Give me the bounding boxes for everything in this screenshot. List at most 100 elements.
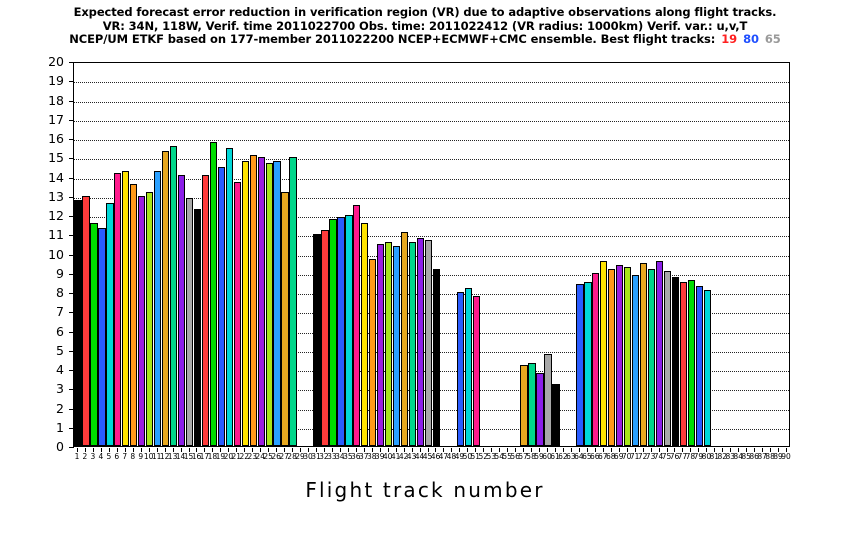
bar-track-37 — [361, 222, 369, 446]
x-tick-mark — [164, 448, 166, 452]
x-tick-label: 70 — [621, 452, 632, 461]
x-tick-label: 78 — [685, 452, 696, 461]
bar-track-75 — [663, 270, 672, 446]
x-tick-mark — [730, 448, 732, 452]
x-tick-mark — [746, 448, 748, 452]
bar-track-27 — [281, 191, 289, 446]
x-tick-label: 34 — [335, 452, 345, 461]
x-tick-mark — [292, 448, 294, 452]
y-tick-mark — [69, 273, 74, 275]
x-tick-label: 21 — [231, 452, 242, 461]
x-tick-label: 81 — [709, 452, 720, 461]
x-tick-label: 15 — [183, 452, 194, 461]
y-tick-label: 17 — [48, 111, 64, 127]
x-tick-mark — [754, 448, 756, 452]
y-tick-mark — [69, 350, 74, 352]
x-tick-label: 76 — [669, 452, 680, 461]
x-tick-label: 42 — [398, 452, 409, 461]
chart-title-block: Expected forecast error reduction in ver… — [0, 5, 850, 47]
title-line-3-text: NCEP/UM ETKF based on 177-member 2011022… — [69, 32, 716, 47]
x-tick-label: 38 — [366, 452, 377, 461]
x-tick-mark — [594, 448, 596, 452]
gridline — [74, 159, 789, 161]
x-tick-label: 51 — [470, 452, 481, 461]
y-tick-label: 20 — [48, 54, 64, 69]
y-tick-label: 1 — [56, 419, 64, 435]
x-tick-mark — [92, 448, 94, 452]
x-tick-label: 71 — [629, 452, 640, 461]
x-tick-label: 31 — [311, 452, 321, 461]
title-line-1: Expected forecast error reduction in ver… — [73, 5, 777, 19]
x-tick-mark — [419, 448, 421, 452]
x-tick-label: 11 — [151, 452, 162, 461]
x-tick-mark — [204, 448, 206, 452]
bar-track-50 — [464, 288, 472, 446]
x-tick-label: 16 — [191, 452, 202, 461]
x-tick-label: 2 — [82, 452, 88, 461]
y-tick-mark — [69, 331, 74, 333]
x-tick-label: 27 — [279, 452, 289, 461]
x-tick-label: 4 — [98, 452, 104, 461]
x-tick-label: 44 — [414, 452, 425, 461]
x-tick-label: 75 — [661, 452, 672, 461]
bar-track-3 — [90, 222, 98, 446]
x-tick-label: 41 — [390, 452, 401, 461]
x-tick-label: 63 — [566, 452, 576, 461]
x-tick-mark — [363, 448, 365, 452]
x-tick-mark — [610, 448, 612, 452]
best-track-2: 80 — [743, 32, 759, 47]
bar-track-28 — [289, 157, 297, 446]
bar-track-31 — [313, 234, 321, 446]
x-tick-label: 73 — [645, 452, 656, 461]
y-tick-mark — [69, 312, 74, 314]
x-tick-mark — [515, 448, 517, 452]
bar-track-78 — [687, 280, 696, 446]
x-tick-label: 8 — [130, 452, 136, 461]
x-tick-mark — [770, 448, 772, 452]
x-tick-label: 49 — [454, 452, 465, 461]
x-tick-label: 12 — [159, 452, 170, 461]
x-axis-title: Flight track number — [305, 478, 545, 502]
x-tick-mark — [523, 448, 525, 452]
x-tick-label: 25 — [263, 452, 273, 461]
x-tick-mark — [586, 448, 588, 452]
bar-track-49 — [456, 292, 465, 446]
bar-track-65 — [584, 282, 592, 446]
x-tick-mark — [602, 448, 604, 452]
x-tick-label: 72 — [637, 452, 648, 461]
x-tick-mark — [355, 448, 357, 452]
x-tick-mark — [180, 448, 182, 452]
x-tick-label: 55 — [502, 452, 512, 461]
y-tick-mark — [69, 81, 74, 83]
x-tick-mark — [323, 448, 325, 452]
x-tick-mark — [650, 448, 652, 452]
x-tick-mark — [539, 448, 541, 452]
x-tick-mark — [276, 448, 278, 452]
gridline — [74, 101, 789, 103]
title-line-3: NCEP/UM ETKF based on 177-member 2011022… — [0, 32, 850, 47]
x-tick-label: 74 — [653, 452, 664, 461]
y-tick-mark — [69, 139, 74, 140]
bar-track-61 — [552, 384, 560, 446]
x-tick-label: 58 — [526, 452, 536, 461]
gridline — [74, 120, 789, 122]
bar-track-69 — [616, 265, 624, 446]
bar-track-58 — [528, 363, 536, 446]
bar-track-5 — [106, 203, 114, 446]
bar-track-68 — [608, 268, 616, 446]
bar-track-22 — [241, 161, 249, 446]
y-tick-mark — [69, 447, 74, 448]
plot-area — [73, 62, 790, 447]
x-tick-mark — [212, 448, 214, 452]
x-tick-label: 80 — [701, 452, 712, 461]
x-tick-label: 52 — [478, 452, 489, 461]
bar-track-8 — [130, 184, 138, 446]
x-tick-mark — [84, 448, 86, 452]
x-tick-label: 82 — [717, 452, 728, 461]
x-tick-mark — [698, 448, 700, 452]
bar-track-71 — [631, 274, 640, 446]
x-tick-label: 65 — [582, 452, 592, 461]
y-tick-label: 9 — [56, 265, 64, 281]
x-tick-label: 56 — [510, 452, 520, 461]
y-tick-label: 10 — [48, 246, 64, 262]
